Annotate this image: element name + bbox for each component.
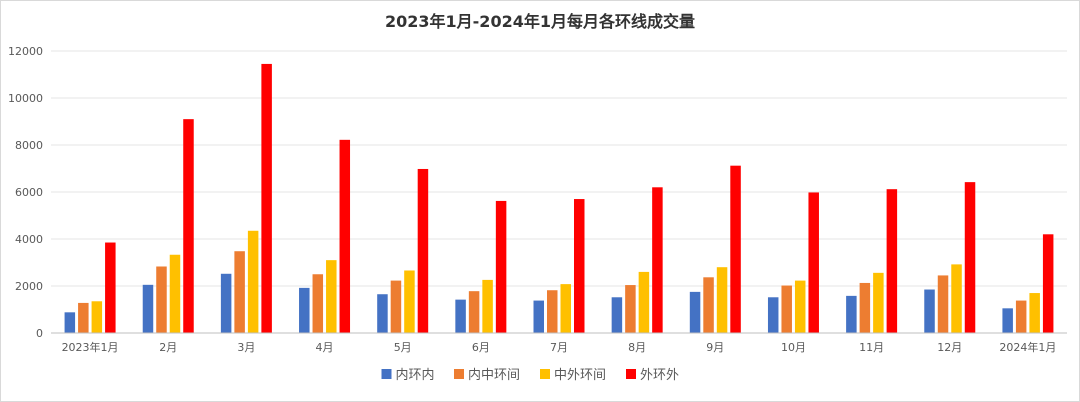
y-tick-label: 2000 [15,280,43,293]
bar [183,119,194,334]
bar [105,242,116,333]
y-tick-label: 4000 [15,233,43,246]
bar [846,295,857,333]
bar [886,189,898,333]
bar [339,139,351,333]
bar [794,280,806,333]
bar [808,192,819,333]
bar [1029,293,1040,333]
legend-swatch [540,369,550,379]
bar [404,270,415,333]
bar [937,275,949,333]
bar [924,289,935,333]
y-tick-label: 6000 [15,186,43,199]
bar [169,254,181,333]
gridlines [51,50,1067,287]
bars [64,63,1054,334]
x-tick-label: 9月 [706,341,724,354]
bar [417,168,429,333]
bar [689,291,701,333]
x-tick-label: 11月 [859,341,884,354]
bar [859,282,871,333]
x-tick-label: 10月 [781,341,806,354]
y-tick-label: 0 [36,327,43,340]
bar [299,287,310,333]
bar [964,182,976,333]
bar [78,302,89,333]
bar [91,301,103,333]
x-tick-label: 2023年1月 [62,340,119,354]
bar [468,291,480,333]
x-tick-label: 7月 [550,341,568,354]
bar [873,272,884,333]
bar [455,299,466,333]
bar [1015,300,1027,333]
bar [533,300,544,333]
y-axis-ticks: 0 2000 4000 6000 8000 10000 12000 [8,45,43,340]
bar [638,271,650,333]
y-tick-label: 8000 [15,139,43,152]
bar [781,285,792,333]
legend-label: 外环外 [640,368,679,383]
bar [951,264,962,333]
y-tick-label: 12000 [8,45,43,58]
bar [1042,234,1054,333]
bar [625,285,636,333]
x-tick-label: 2月 [159,341,177,354]
bar [220,273,232,333]
y-tick-label: 10000 [8,92,43,105]
bar [1002,308,1013,333]
x-tick-label: 8月 [628,341,646,354]
bar [716,267,728,333]
bar [247,230,259,333]
bar [574,199,585,333]
bar [560,284,571,333]
bar [142,284,154,333]
bar [767,297,779,333]
bar [730,165,741,333]
bar [261,63,272,334]
x-tick-label: 12月 [937,341,962,354]
bar [377,294,388,333]
legend: 内环内 内中环间 中外环间 外环外 [381,367,679,383]
legend-swatch [626,369,636,379]
x-axis-ticks: 2023年1月 2月 3月 4月 5月 6月 7月 8月 9月 10月 11月 12月 2024年1月 [62,340,1057,354]
bar [703,277,714,333]
legend-swatch [381,369,392,379]
x-tick-label: 4月 [316,341,334,354]
bar [312,274,324,333]
legend-label: 中外环间 [554,368,606,383]
bar [652,187,663,333]
bar [547,290,558,333]
bar [156,266,167,333]
bar [326,260,337,333]
legend-label: 内中环间 [468,367,520,383]
x-tick-label: 2024年1月 [999,340,1056,354]
x-tick-label: 5月 [394,341,412,354]
legend-label: 内环内 [396,367,435,383]
x-tick-label: 3月 [237,341,255,354]
bar [611,297,623,333]
x-tick-label: 6月 [472,341,490,354]
bar [495,200,507,333]
bar [64,312,76,333]
chart-title: 2023年1月-2024年1月每月各环线成交量 [385,12,695,31]
bar [482,279,493,333]
bar [234,251,245,333]
legend-swatch [454,369,464,379]
bar [390,280,402,333]
